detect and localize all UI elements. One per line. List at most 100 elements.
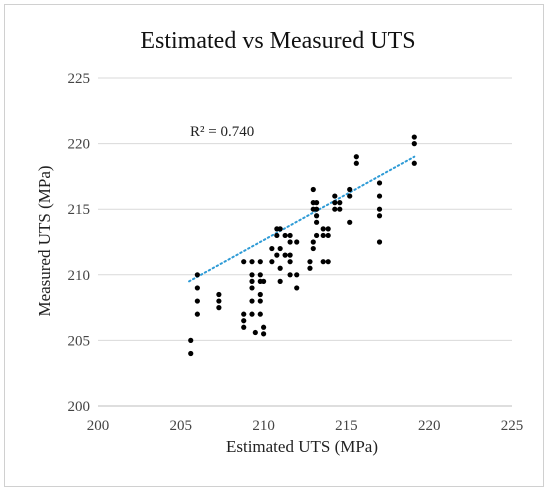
data-point: [282, 252, 288, 258]
data-point: [252, 329, 258, 336]
data-point: [347, 193, 353, 199]
data-point: [353, 154, 359, 160]
x-tick-label: 205: [170, 418, 193, 434]
data-point: [353, 160, 359, 166]
y-axis-title: Measured UTS (MPa): [35, 165, 54, 316]
data-point: [274, 232, 280, 239]
data-point: [194, 298, 200, 304]
data-point: [313, 219, 320, 225]
data-point: [249, 298, 255, 304]
data-point: [347, 186, 353, 193]
y-tick-label: 205: [68, 333, 91, 349]
y-tick-label: 200: [68, 399, 91, 415]
data-point: [313, 232, 320, 239]
data-point: [325, 259, 331, 265]
trendline: [188, 155, 416, 283]
data-point: [277, 265, 283, 271]
data-point: [269, 245, 275, 252]
y-tick-labels: 200 205 210 215 220 225: [68, 71, 91, 415]
data-point: [320, 259, 326, 265]
data-point: [277, 278, 283, 284]
data-point: [294, 239, 300, 245]
data-point: [194, 272, 200, 278]
data-point: [376, 180, 383, 186]
data-point: [257, 311, 263, 317]
data-point: [332, 193, 338, 199]
data-point: [347, 219, 353, 225]
data-point: [337, 206, 343, 212]
data-point: [294, 272, 300, 278]
data-point: [376, 239, 383, 245]
data-point: [313, 213, 320, 219]
data-point: [325, 232, 331, 239]
x-tick-label: 215: [335, 418, 358, 434]
data-point: [376, 213, 383, 219]
data-point: [194, 285, 200, 291]
data-point: [310, 186, 316, 193]
data-point: [320, 226, 326, 232]
x-tick-labels: 200 205 210 215 220 225: [87, 418, 524, 434]
data-point: [332, 200, 338, 206]
data-point: [325, 226, 331, 232]
data-point: [249, 278, 255, 284]
data-points: [188, 134, 417, 357]
data-point: [216, 298, 222, 304]
r-squared-annotation: R² = 0.740: [190, 124, 254, 140]
data-point: [287, 272, 293, 278]
data-point: [376, 206, 383, 212]
data-point: [287, 252, 293, 258]
y-tick-label: 210: [68, 268, 91, 284]
chart-title: Estimated vs Measured UTS: [140, 28, 415, 54]
data-point: [257, 259, 263, 265]
data-point: [241, 318, 247, 324]
data-point: [261, 324, 267, 330]
data-point: [257, 272, 263, 278]
data-point: [188, 337, 194, 343]
data-point: [249, 272, 255, 278]
data-point: [313, 206, 320, 212]
data-point: [277, 226, 283, 232]
data-point: [307, 259, 313, 265]
data-point: [294, 285, 300, 291]
x-tick-label: 200: [87, 418, 110, 434]
data-point: [411, 134, 417, 140]
x-axis-title: Estimated UTS (MPa): [226, 437, 378, 456]
y-tick-label: 225: [68, 71, 91, 87]
data-point: [307, 265, 313, 271]
y-tick-label: 220: [68, 137, 91, 153]
data-point: [287, 232, 293, 239]
y-tick-label: 215: [68, 202, 91, 218]
data-point: [320, 232, 326, 239]
data-point: [269, 259, 275, 265]
data-point: [310, 239, 316, 245]
data-point: [376, 193, 383, 199]
data-point: [249, 259, 255, 265]
data-point: [411, 160, 417, 166]
data-point: [188, 350, 194, 357]
data-point: [249, 311, 255, 317]
data-point: [277, 245, 283, 252]
data-point: [241, 259, 247, 265]
data-point: [282, 232, 288, 239]
data-point: [332, 206, 338, 212]
gridlines: [98, 77, 512, 407]
data-point: [274, 252, 280, 258]
data-point: [310, 245, 316, 252]
data-point: [216, 291, 222, 298]
data-point: [313, 200, 320, 206]
data-point: [194, 311, 200, 317]
data-point: [261, 331, 267, 337]
data-point: [287, 259, 293, 265]
x-tick-label: 220: [418, 418, 441, 434]
x-tick-label: 210: [252, 418, 275, 434]
data-point: [249, 285, 255, 291]
data-point: [287, 239, 293, 245]
data-point: [257, 291, 263, 298]
data-point: [257, 298, 263, 304]
data-point: [241, 324, 247, 330]
data-point: [411, 141, 417, 147]
trendline-group: [188, 155, 416, 283]
data-point: [241, 311, 247, 317]
x-tick-label: 225: [501, 418, 524, 434]
